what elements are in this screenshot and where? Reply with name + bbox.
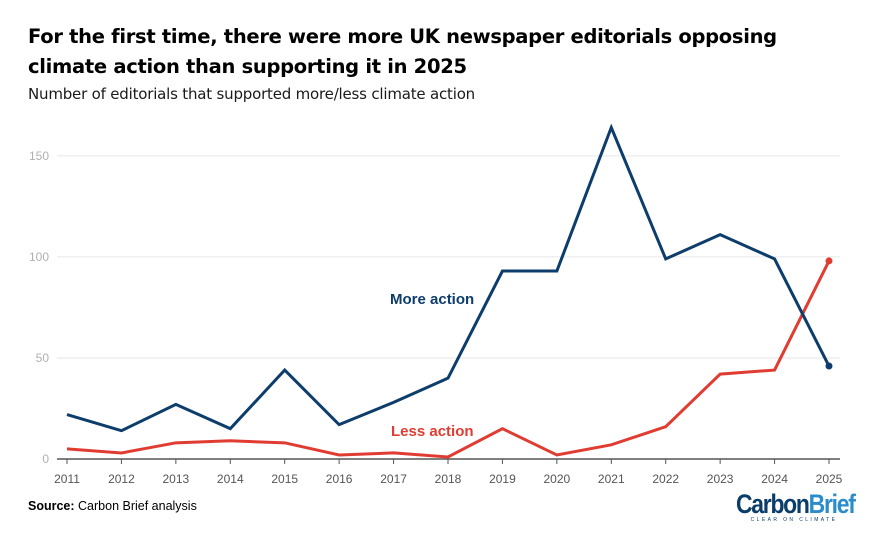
- y-tick-label: 150: [29, 149, 49, 163]
- grid-lines: [57, 155, 840, 359]
- x-tick-label: 2025: [816, 472, 843, 486]
- logo-brief: Brief: [808, 489, 856, 519]
- x-tick-label: 2019: [489, 472, 516, 486]
- more-action-end-marker: [825, 362, 833, 370]
- x-tick-label: 2016: [326, 472, 353, 486]
- series-labels: More action Less action: [390, 291, 474, 440]
- x-tick-label: 2022: [652, 472, 679, 486]
- x-tick-label: 2012: [108, 472, 135, 486]
- source-text: Carbon Brief analysis: [78, 499, 197, 513]
- x-tick-label: 2021: [598, 472, 625, 486]
- y-axis-ticks: 0 50 100 150: [29, 149, 49, 466]
- x-tick-label: 2020: [544, 472, 571, 486]
- x-tick-label: 2013: [163, 472, 190, 486]
- x-tick-label: 2015: [271, 472, 298, 486]
- x-tick-label: 2011: [54, 472, 80, 486]
- source-note: Source: Carbon Brief analysis: [28, 499, 197, 513]
- y-tick-label: 100: [29, 250, 49, 264]
- less-action-line: [66, 260, 831, 459]
- more-action-label: More action: [390, 291, 474, 308]
- logo-wordmark: CarbonBrief: [736, 489, 856, 519]
- chart-title: For the first time, there were more UK n…: [28, 25, 777, 78]
- x-tick-label: 2017: [380, 472, 407, 486]
- y-tick-label: 0: [42, 452, 49, 466]
- x-tick-label: 2014: [217, 472, 244, 486]
- source-label: Source:: [28, 499, 75, 513]
- x-tick-label: 2018: [435, 472, 462, 486]
- carbon-brief-logo: CarbonBrief CLEAR ON CLIMATE: [727, 489, 856, 523]
- y-tick-label: 50: [36, 351, 50, 365]
- logo-carbon: Carbon: [736, 489, 810, 519]
- x-tick-label: 2024: [761, 472, 788, 486]
- x-tick-label: 2023: [707, 472, 734, 486]
- less-action-label: Less action: [391, 423, 474, 440]
- x-axis: 2011 2012 2013 2014 2015 2016 2017 2018 2019 2020…: [54, 458, 843, 486]
- more-action-line: [66, 123, 831, 433]
- series-lines: [66, 123, 833, 459]
- less-action-end-marker: [825, 257, 833, 265]
- chart-subtitle: Number of editorials that supported more…: [28, 85, 475, 103]
- logo-tagline: CLEAR ON CLIMATE: [750, 517, 838, 523]
